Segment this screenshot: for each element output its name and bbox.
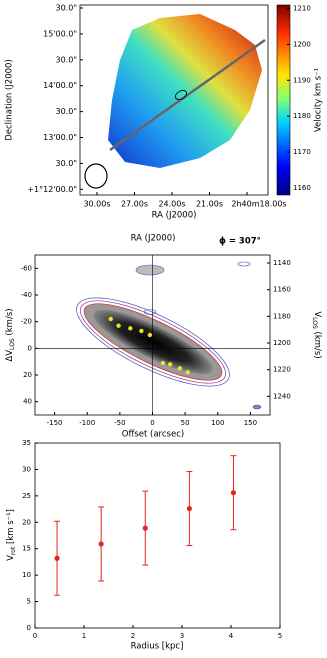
point xyxy=(230,490,237,496)
annotation: ϕ = 307° xyxy=(219,237,261,247)
point xyxy=(186,505,192,512)
y-tick-label: 30.0" xyxy=(56,4,78,13)
y-tick-label: 15'00.0" xyxy=(43,29,77,38)
y-tick-label: -20 xyxy=(21,318,32,326)
y-tick-label: 20 xyxy=(23,371,32,379)
x-tick-label: -100 xyxy=(79,419,95,427)
colorbar-tick-label: 1180 xyxy=(293,112,311,120)
pv-emission xyxy=(76,261,262,410)
y2-tick-label: 1140 xyxy=(273,259,291,267)
y-tick-label: 13'00.0" xyxy=(43,133,77,142)
y-tick-label: 15 xyxy=(22,545,31,553)
axis-label-part: (km/s) xyxy=(313,329,323,359)
x-tick-label: 1 xyxy=(82,632,86,640)
axis-label: ΔVLOS (km/s) xyxy=(5,308,17,361)
y2-tick-label: 1200 xyxy=(273,339,291,347)
point xyxy=(139,328,144,334)
axis-label-part: (km/s) xyxy=(5,308,15,338)
colorbar xyxy=(276,4,291,196)
y2-tick-label: 1220 xyxy=(273,366,291,374)
point xyxy=(142,525,148,531)
x-tick-label: -50 xyxy=(114,419,125,427)
y-tick-label: 10 xyxy=(22,571,31,579)
y-tick-label: 35 xyxy=(22,439,31,447)
y-tick-label: 30.0" xyxy=(56,55,78,64)
y-tick-label: 40 xyxy=(23,398,32,406)
point xyxy=(108,316,113,322)
x-tick-label: 0 xyxy=(33,632,37,640)
y-axis-label: Declination (J2000) xyxy=(5,59,15,141)
x-axis-label: Radius [kpc] xyxy=(131,642,184,652)
x-tick-label: 21.00s xyxy=(196,200,223,209)
y-tick-label: 30.0" xyxy=(56,159,78,168)
y2-tick-label: 1160 xyxy=(273,286,291,294)
point xyxy=(128,326,133,331)
axis-label-sub: LOS xyxy=(9,338,16,350)
y-tick-label: 5 xyxy=(27,598,31,606)
y-tick-label: -60 xyxy=(21,264,32,272)
y-tick-label: +1°12'00.0" xyxy=(27,185,77,194)
y-tick-label: 14'00.0" xyxy=(43,81,77,90)
point xyxy=(160,360,166,366)
point xyxy=(147,332,153,338)
x-tick-label: 2 xyxy=(131,632,135,640)
axis-label-part: V xyxy=(6,555,16,561)
colorbar-tick-label: 1170 xyxy=(293,148,311,156)
point xyxy=(98,541,104,547)
x-tick-label: -150 xyxy=(47,419,63,427)
colorbar-tick-label: 1210 xyxy=(293,5,311,13)
x-tick-label: 0 xyxy=(150,419,154,427)
point xyxy=(177,366,183,371)
y2-tick-label: 1180 xyxy=(273,312,291,320)
x-tick-label: 150 xyxy=(244,419,257,427)
colorbar-label: Velocity km s⁻¹ xyxy=(314,68,324,132)
x-tick-label: 5 xyxy=(278,632,282,640)
x-tick-label: 4 xyxy=(229,632,234,640)
point xyxy=(167,362,173,367)
y-tick-label: -40 xyxy=(21,291,32,299)
colorbar-tick-label: 1200 xyxy=(293,40,311,48)
y-tick-label: 0 xyxy=(28,344,32,352)
x-axis-label: RA (J2000) xyxy=(152,211,197,221)
x-axis-label: Offset (arcsec) xyxy=(122,430,184,440)
x-tick-label: 27.00s xyxy=(121,200,148,209)
y2-tick-label: 1240 xyxy=(273,392,291,400)
panel-title: RA (J2000) xyxy=(131,234,176,244)
y-tick-label: 30 xyxy=(22,465,31,473)
point xyxy=(54,555,60,561)
x-tick-label: 3 xyxy=(180,632,184,640)
x-tick-label: 30.00s xyxy=(83,200,110,209)
x-tick-label: 50 xyxy=(181,419,190,427)
colorbar-tick-label: 1160 xyxy=(293,184,311,192)
y-tick-label: 0 xyxy=(27,624,31,632)
axis-label: Vrot [km s⁻¹] xyxy=(6,509,18,561)
x-tick-label: 2h40m18.00s xyxy=(231,200,286,209)
y-tick-label: 25 xyxy=(22,492,31,500)
axis-label-part: [km s⁻¹] xyxy=(6,509,16,547)
axis-label-sub: LOS xyxy=(311,317,318,329)
colorbar-tick-label: 1190 xyxy=(293,76,311,84)
point xyxy=(116,323,121,328)
x-tick-label: 24.00s xyxy=(158,200,185,209)
velocity-map xyxy=(84,14,266,189)
axis-label: VLOS (km/s) xyxy=(311,311,323,358)
axis-label-sub: rot xyxy=(10,546,17,555)
axis-label-part: V xyxy=(313,311,323,317)
plot-frame xyxy=(34,442,281,629)
map-frame xyxy=(79,4,269,196)
y-tick-label: 20 xyxy=(22,518,31,526)
x-tick-label: 100 xyxy=(211,419,224,427)
y-tick-label: 30.0" xyxy=(56,107,78,116)
axis-label-part: ΔV xyxy=(5,350,15,362)
point xyxy=(185,370,190,375)
